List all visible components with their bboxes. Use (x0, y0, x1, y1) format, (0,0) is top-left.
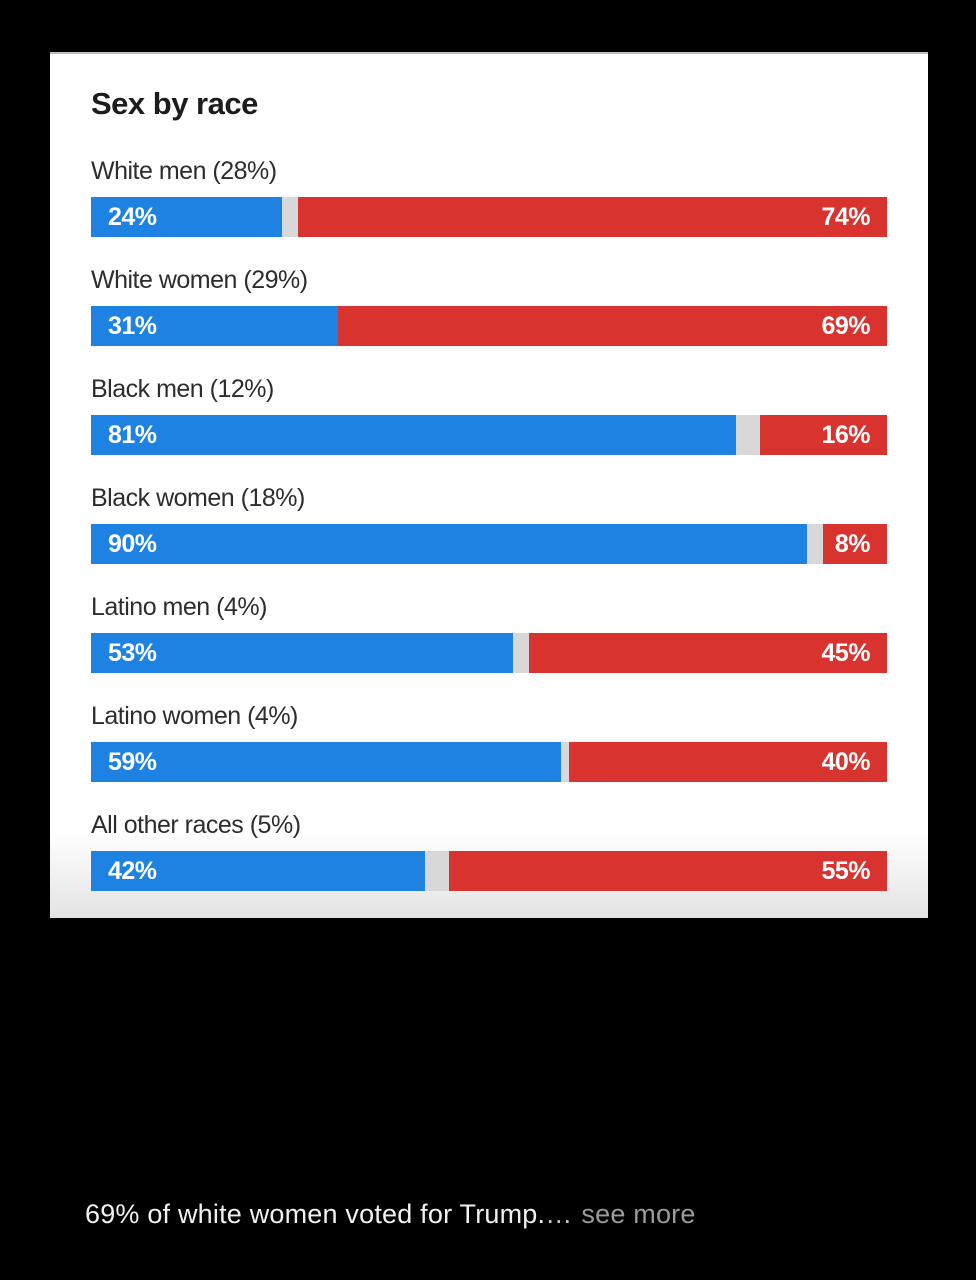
red-value-label: 45% (821, 638, 870, 667)
red-segment: 16% (759, 415, 887, 455)
row-label: Latino women (4%) (91, 702, 298, 730)
chart-row-all-other-races: All other races (5%) 42% 55% (91, 811, 887, 891)
red-segment: 69% (337, 306, 887, 346)
caption-text: 69% of white women voted for Trump. (85, 1199, 546, 1229)
blue-value-label: 90% (108, 529, 157, 558)
row-label: Black men (12%) (91, 375, 274, 403)
exit-poll-chart-card: Sex by race White men (28%) 24% 74% Whit… (50, 52, 928, 918)
row-label: All other races (5%) (91, 811, 301, 839)
stacked-bar: 53% 45% (91, 633, 887, 673)
blue-value-label: 24% (108, 202, 157, 231)
red-segment: 8% (823, 524, 887, 564)
row-label: Black women (18%) (91, 484, 305, 512)
blue-segment: 24% (91, 197, 283, 237)
chart-row-black-men: Black men (12%) 81% 16% (91, 375, 887, 455)
blue-value-label: 31% (108, 311, 157, 340)
chart-row-latino-women: Latino women (4%) 59% 40% (91, 702, 887, 782)
blue-segment: 81% (91, 415, 736, 455)
blue-segment: 42% (91, 851, 426, 891)
chart-row-white-women: White women (29%) 31% 69% (91, 266, 887, 346)
stacked-bar: 31% 69% (91, 306, 887, 346)
blue-value-label: 42% (108, 856, 157, 885)
red-value-label: 8% (834, 529, 871, 558)
red-value-label: 40% (821, 747, 870, 776)
red-segment: 55% (449, 851, 887, 891)
blue-value-label: 81% (108, 420, 157, 449)
blue-value-label: 59% (108, 747, 157, 776)
blue-segment: 31% (91, 306, 338, 346)
chart-title: Sex by race (91, 86, 258, 121)
stacked-bar: 24% 74% (91, 197, 887, 237)
blue-segment: 53% (91, 633, 513, 673)
red-value-label: 16% (821, 420, 870, 449)
stacked-bar: 59% 40% (91, 742, 887, 782)
red-value-label: 55% (821, 856, 870, 885)
caption-truncation-ellipsis: … (545, 1199, 573, 1229)
stacked-bar: 42% 55% (91, 851, 887, 891)
row-label: White men (28%) (91, 157, 277, 185)
red-segment: 40% (568, 742, 887, 782)
red-segment: 45% (528, 633, 887, 673)
blue-segment: 90% (91, 524, 808, 564)
see-more-link[interactable]: see more (581, 1199, 696, 1229)
chart-row-latino-men: Latino men (4%) 53% 45% (91, 593, 887, 673)
stacked-bar: 81% 16% (91, 415, 887, 455)
red-value-label: 74% (821, 202, 870, 231)
chart-row-black-women: Black women (18%) 90% 8% (91, 484, 887, 564)
blue-value-label: 53% (108, 638, 157, 667)
blue-segment: 59% (91, 742, 561, 782)
row-label: Latino men (4%) (91, 593, 267, 621)
stacked-bar: 90% 8% (91, 524, 887, 564)
red-segment: 74% (297, 197, 887, 237)
row-label: White women (29%) (91, 266, 308, 294)
chart-row-white-men: White men (28%) 24% 74% (91, 157, 887, 237)
red-value-label: 69% (821, 311, 870, 340)
video-caption: 69% of white women voted for Trump.… see … (85, 1199, 696, 1230)
